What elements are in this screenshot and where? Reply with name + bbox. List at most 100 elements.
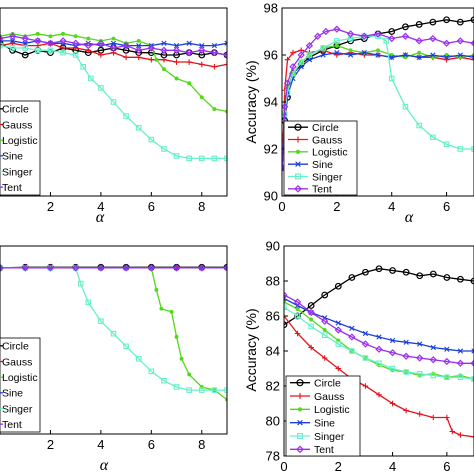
y-tick-label: 86 <box>266 309 280 324</box>
marker-square <box>148 368 155 375</box>
legend-label: Logistic <box>2 135 38 147</box>
marker-square <box>403 369 409 375</box>
marker-circle <box>443 274 451 281</box>
x-axis-label: α <box>100 457 109 474</box>
marker-circle <box>402 23 409 31</box>
marker-diamond <box>321 317 329 325</box>
marker-diamond <box>21 264 29 272</box>
x-tick-label: 2 <box>335 459 342 474</box>
marker-square <box>308 323 314 330</box>
marker-dot <box>48 34 53 39</box>
marker-diamond <box>46 39 55 47</box>
y-tick-label: 96 <box>264 48 278 63</box>
x-tick-label: 0 <box>278 199 285 214</box>
marker-circle <box>321 291 329 299</box>
marker-x <box>471 348 474 354</box>
marker-square <box>0 42 3 49</box>
x-axis-label: α <box>96 209 105 226</box>
y-tick-label: 90 <box>264 189 278 204</box>
series-markers-circle <box>284 265 474 329</box>
marker-square <box>135 356 142 362</box>
marker-square <box>295 173 301 180</box>
marker-dot <box>322 328 327 332</box>
marker-diamond <box>456 37 464 45</box>
marker-diamond <box>429 34 437 43</box>
marker-plus <box>161 56 167 63</box>
marker-dot <box>136 38 141 43</box>
marker-circle <box>456 18 464 26</box>
marker-square <box>80 63 87 70</box>
marker-x <box>444 346 450 352</box>
marker-square <box>198 387 205 393</box>
legend-label: Gauss <box>2 119 32 131</box>
marker-plus <box>224 61 227 68</box>
marker-x <box>403 339 409 345</box>
marker-square <box>471 146 474 152</box>
marker-circle <box>334 282 342 290</box>
marker-dot <box>159 306 164 311</box>
marker-diamond <box>46 264 55 272</box>
chart-panel-bottom-left: 2 4 6 8 α Circle Gauss Logistic Sine Singer Tent <box>0 245 228 474</box>
marker-diamond <box>21 34 29 43</box>
marker-x <box>173 42 180 49</box>
marker-x <box>347 52 354 58</box>
marker-circle <box>429 270 437 278</box>
legend-label: Circle <box>314 377 341 389</box>
marker-plus <box>294 330 301 337</box>
marker-square <box>457 146 464 152</box>
marker-plus <box>135 54 142 61</box>
marker-square <box>22 45 29 51</box>
legend-label: Tent <box>312 184 332 196</box>
marker-diamond <box>34 37 42 45</box>
series-group <box>0 263 227 402</box>
marker-plus <box>457 432 464 438</box>
marker-x <box>320 52 326 58</box>
marker-dot <box>187 81 192 86</box>
marker-square <box>430 134 436 141</box>
legend-label: Sine <box>314 417 335 429</box>
marker-dot <box>417 50 422 55</box>
chart-panel-top-left: 2 4 6 8 α Circle Gauss Logistic Sine Singer Tent <box>0 7 228 226</box>
marker-diamond <box>361 340 370 348</box>
x-axis-label: α <box>405 209 414 226</box>
marker-diamond <box>72 39 80 47</box>
legend-label: Singer <box>2 166 33 178</box>
chart-panel-bottom-right: 0 2 4 6 78 80 82 84 86 88 90 Accuracy (%) Circle Gaus… <box>243 239 474 474</box>
marker-circle <box>457 275 464 283</box>
marker-diamond <box>334 326 342 334</box>
marker-dot <box>35 31 40 36</box>
marker-square <box>98 318 104 324</box>
y-tick-label: 78 <box>266 449 280 464</box>
marker-diamond <box>0 264 4 272</box>
y-tick-label: 94 <box>264 95 278 110</box>
marker-dot <box>199 95 204 100</box>
marker-diamond <box>346 30 355 38</box>
legend-label: Gauss <box>314 391 344 403</box>
marker-diamond <box>305 41 314 50</box>
x-tick-label: 8 <box>198 437 205 452</box>
marker-x <box>306 57 313 63</box>
series-markers-tent <box>282 25 474 172</box>
series-markers-tent <box>0 264 227 272</box>
y-axis-label: Accuracy (%) <box>243 308 259 391</box>
series-markers-tent <box>284 291 474 367</box>
marker-diamond <box>283 79 292 87</box>
series-line-tent <box>0 35 227 56</box>
marker-square <box>72 52 79 58</box>
marker-plus <box>389 400 396 407</box>
marker-dot <box>212 107 217 112</box>
marker-diamond <box>374 30 382 38</box>
legend-label: Sine <box>2 388 23 400</box>
marker-square <box>211 387 218 393</box>
x-tick-label: 6 <box>148 437 155 452</box>
marker-diamond <box>294 184 302 193</box>
marker-x <box>457 348 464 354</box>
marker-x <box>161 40 167 46</box>
marker-square <box>186 155 192 162</box>
marker-circle <box>402 268 410 276</box>
marker-plus <box>471 433 474 440</box>
marker-x <box>295 161 301 167</box>
marker-x <box>199 42 205 49</box>
